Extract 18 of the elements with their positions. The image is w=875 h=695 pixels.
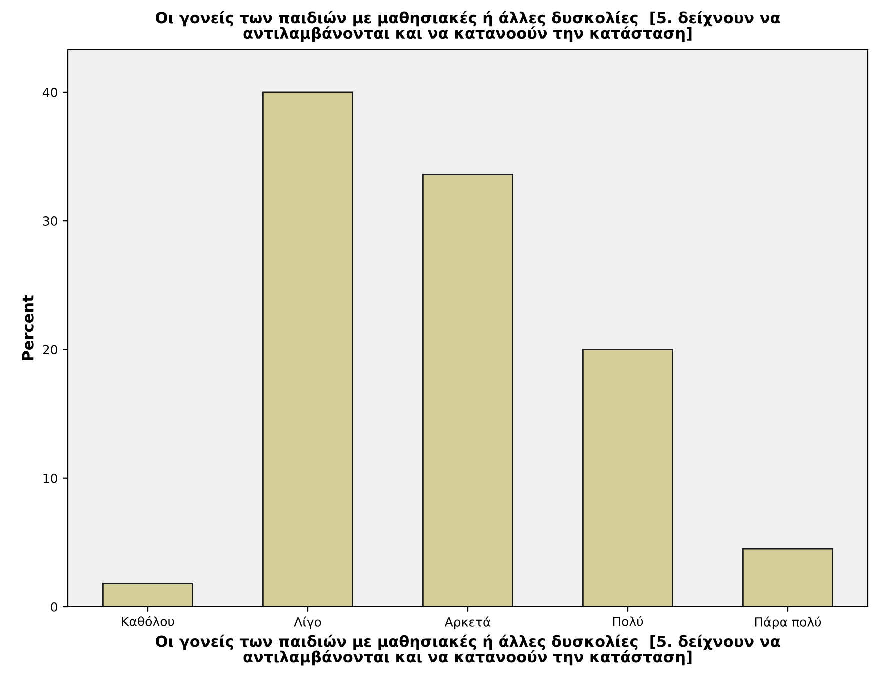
y-tick-label: 20 (43, 345, 58, 355)
bar (102, 583, 194, 607)
x-tick-label: Λίγο (294, 616, 322, 630)
bar (742, 548, 834, 607)
y-tick-label: 10 (44, 474, 58, 484)
y-axis-title: Percent (22, 296, 34, 360)
chart-title: Οι γονείς των παιδιών με μαθησιακές ή άλλες δυσκολίες [5. δείχνουν να αντιλαμβάνονται και να κατανοούν την κατάσταση] (156, 11, 780, 42)
bar (262, 92, 354, 607)
y-tick-label: 40 (42, 88, 58, 98)
bar (582, 349, 674, 607)
x-tick-label: Πολύ (613, 616, 644, 626)
x-tick-label: Αρκετά (444, 616, 491, 630)
bar (422, 174, 514, 607)
y-tick-label: 0 (51, 602, 58, 612)
y-tick-label: 30 (43, 216, 58, 226)
x-axis-title: Οι γονείς των παιδιών με μαθησιακές ή άλλες δυσκολίες [5. δείχνουν να αντιλαμβάνονται και να κατανοούν την κατάσταση] (156, 634, 780, 666)
x-tick-label: Πάρα πολύ (755, 616, 822, 630)
x-tick-label: Καθόλου (122, 616, 174, 626)
